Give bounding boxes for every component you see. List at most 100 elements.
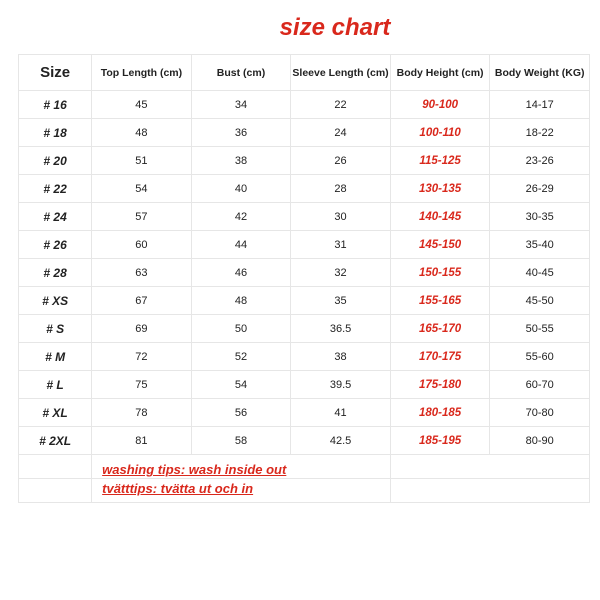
cell-weight: 14-17	[490, 91, 590, 119]
table-row: # 22544028130-13526-29	[19, 175, 590, 203]
cell-sleeve: 28	[291, 175, 391, 203]
cell-size: # XL	[19, 399, 92, 427]
table-row: # S695036.5165-17050-55	[19, 315, 590, 343]
col-header-sleeve: Sleeve Length (cm)	[291, 55, 391, 91]
cell-top_length: 57	[92, 203, 192, 231]
cell-sleeve: 26	[291, 147, 391, 175]
cell-weight: 35-40	[490, 231, 590, 259]
cell-bust: 54	[191, 371, 291, 399]
cell-sleeve: 35	[291, 287, 391, 315]
cell-bust: 44	[191, 231, 291, 259]
cell-weight: 80-90	[490, 427, 590, 455]
table-row: # 20513826115-12523-26	[19, 147, 590, 175]
cell-height: 165-170	[390, 315, 490, 343]
cell-size: # M	[19, 343, 92, 371]
blank-cell	[390, 455, 589, 479]
table-row: # L755439.5175-18060-70	[19, 371, 590, 399]
cell-weight: 40-45	[490, 259, 590, 287]
cell-sleeve: 30	[291, 203, 391, 231]
table-row: # 1645342290-10014-17	[19, 91, 590, 119]
chart-title: size chart	[80, 14, 590, 42]
cell-bust: 50	[191, 315, 291, 343]
cell-height: 130-135	[390, 175, 490, 203]
table-header-row: SizeTop Length (cm)Bust (cm)Sleeve Lengt…	[19, 55, 590, 91]
cell-top_length: 69	[92, 315, 192, 343]
size-chart-wrapper: size chart SizeTop Length (cm)Bust (cm)S…	[0, 0, 600, 503]
cell-sleeve: 42.5	[291, 427, 391, 455]
cell-height: 180-185	[390, 399, 490, 427]
cell-top_length: 48	[92, 119, 192, 147]
cell-top_length: 81	[92, 427, 192, 455]
cell-bust: 48	[191, 287, 291, 315]
cell-height: 175-180	[390, 371, 490, 399]
cell-weight: 60-70	[490, 371, 590, 399]
cell-size: # L	[19, 371, 92, 399]
table-row: # 24574230140-14530-35	[19, 203, 590, 231]
table-row: # 26604431145-15035-40	[19, 231, 590, 259]
cell-size: # 26	[19, 231, 92, 259]
table-row: # XS674835155-16545-50	[19, 287, 590, 315]
cell-bust: 46	[191, 259, 291, 287]
cell-sleeve: 41	[291, 399, 391, 427]
blank-cell	[19, 479, 92, 503]
cell-bust: 34	[191, 91, 291, 119]
col-header-bust: Bust (cm)	[191, 55, 291, 91]
cell-weight: 30-35	[490, 203, 590, 231]
cell-bust: 40	[191, 175, 291, 203]
washing-tip-row: tvätttips: tvätta ut och in	[19, 479, 590, 503]
cell-bust: 58	[191, 427, 291, 455]
cell-size: # 18	[19, 119, 92, 147]
cell-bust: 56	[191, 399, 291, 427]
cell-bust: 36	[191, 119, 291, 147]
table-row: # M725238170-17555-60	[19, 343, 590, 371]
cell-weight: 55-60	[490, 343, 590, 371]
cell-top_length: 63	[92, 259, 192, 287]
washing-tip-text: tvätttips: tvätta ut och in	[92, 479, 391, 503]
col-header-weight: Body Weight (KG)	[490, 55, 590, 91]
cell-top_length: 75	[92, 371, 192, 399]
cell-sleeve: 24	[291, 119, 391, 147]
cell-top_length: 54	[92, 175, 192, 203]
cell-top_length: 51	[92, 147, 192, 175]
cell-sleeve: 36.5	[291, 315, 391, 343]
table-row: # 28634632150-15540-45	[19, 259, 590, 287]
cell-bust: 38	[191, 147, 291, 175]
cell-height: 155-165	[390, 287, 490, 315]
cell-weight: 18-22	[490, 119, 590, 147]
cell-weight: 45-50	[490, 287, 590, 315]
washing-tip-text: washing tips: wash inside out	[92, 455, 391, 479]
cell-size: # XS	[19, 287, 92, 315]
col-header-height: Body Height (cm)	[390, 55, 490, 91]
col-header-top_length: Top Length (cm)	[92, 55, 192, 91]
cell-bust: 52	[191, 343, 291, 371]
table-row: # 18483624100-11018-22	[19, 119, 590, 147]
cell-size: # 2XL	[19, 427, 92, 455]
cell-size: # S	[19, 315, 92, 343]
cell-height: 145-150	[390, 231, 490, 259]
cell-top_length: 60	[92, 231, 192, 259]
cell-height: 150-155	[390, 259, 490, 287]
cell-top_length: 78	[92, 399, 192, 427]
cell-size: # 28	[19, 259, 92, 287]
cell-weight: 70-80	[490, 399, 590, 427]
cell-sleeve: 31	[291, 231, 391, 259]
cell-size: # 22	[19, 175, 92, 203]
table-row: # XL785641180-18570-80	[19, 399, 590, 427]
cell-weight: 23-26	[490, 147, 590, 175]
cell-height: 100-110	[390, 119, 490, 147]
cell-sleeve: 38	[291, 343, 391, 371]
cell-height: 185-195	[390, 427, 490, 455]
cell-bust: 42	[191, 203, 291, 231]
cell-sleeve: 22	[291, 91, 391, 119]
cell-top_length: 45	[92, 91, 192, 119]
cell-size: # 16	[19, 91, 92, 119]
cell-size: # 24	[19, 203, 92, 231]
cell-top_length: 67	[92, 287, 192, 315]
cell-sleeve: 39.5	[291, 371, 391, 399]
col-header-size: Size	[19, 55, 92, 91]
cell-height: 170-175	[390, 343, 490, 371]
table-row: # 2XL815842.5185-19580-90	[19, 427, 590, 455]
cell-sleeve: 32	[291, 259, 391, 287]
cell-height: 90-100	[390, 91, 490, 119]
cell-weight: 50-55	[490, 315, 590, 343]
